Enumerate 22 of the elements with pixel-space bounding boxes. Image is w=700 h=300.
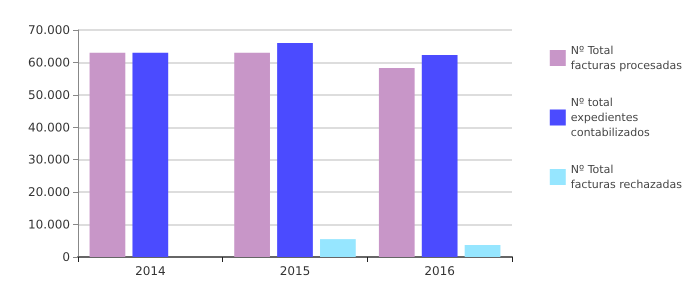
bar [320, 239, 356, 257]
bar [277, 42, 313, 257]
legend-label: Nº total expedientes contabilizados [570, 96, 650, 139]
bar [132, 52, 168, 257]
bar [422, 54, 458, 257]
y-tick-label: 30.000 [28, 152, 70, 167]
y-tick-label: 20.000 [28, 185, 70, 200]
bar [378, 68, 415, 257]
y-tick-label: 40.000 [28, 120, 70, 134]
y-tick-label: 70.000 [28, 23, 70, 37]
y-tick-label: 0 [62, 250, 70, 264]
x-tick-label: 2014 [135, 264, 166, 278]
y-tick-label: 60.000 [28, 55, 70, 70]
legend-label: Nº Total facturas procesadas [570, 44, 682, 72]
legend-label: Nº Total facturas rechazadas [570, 163, 682, 191]
bar [464, 245, 500, 257]
x-tick-label: 2016 [424, 264, 455, 278]
y-tick-label: 50.000 [28, 88, 70, 102]
y-tick-label: 10.000 [28, 218, 70, 232]
bar [234, 52, 270, 257]
bar [90, 52, 126, 257]
x-tick-label: 2015 [280, 264, 310, 278]
